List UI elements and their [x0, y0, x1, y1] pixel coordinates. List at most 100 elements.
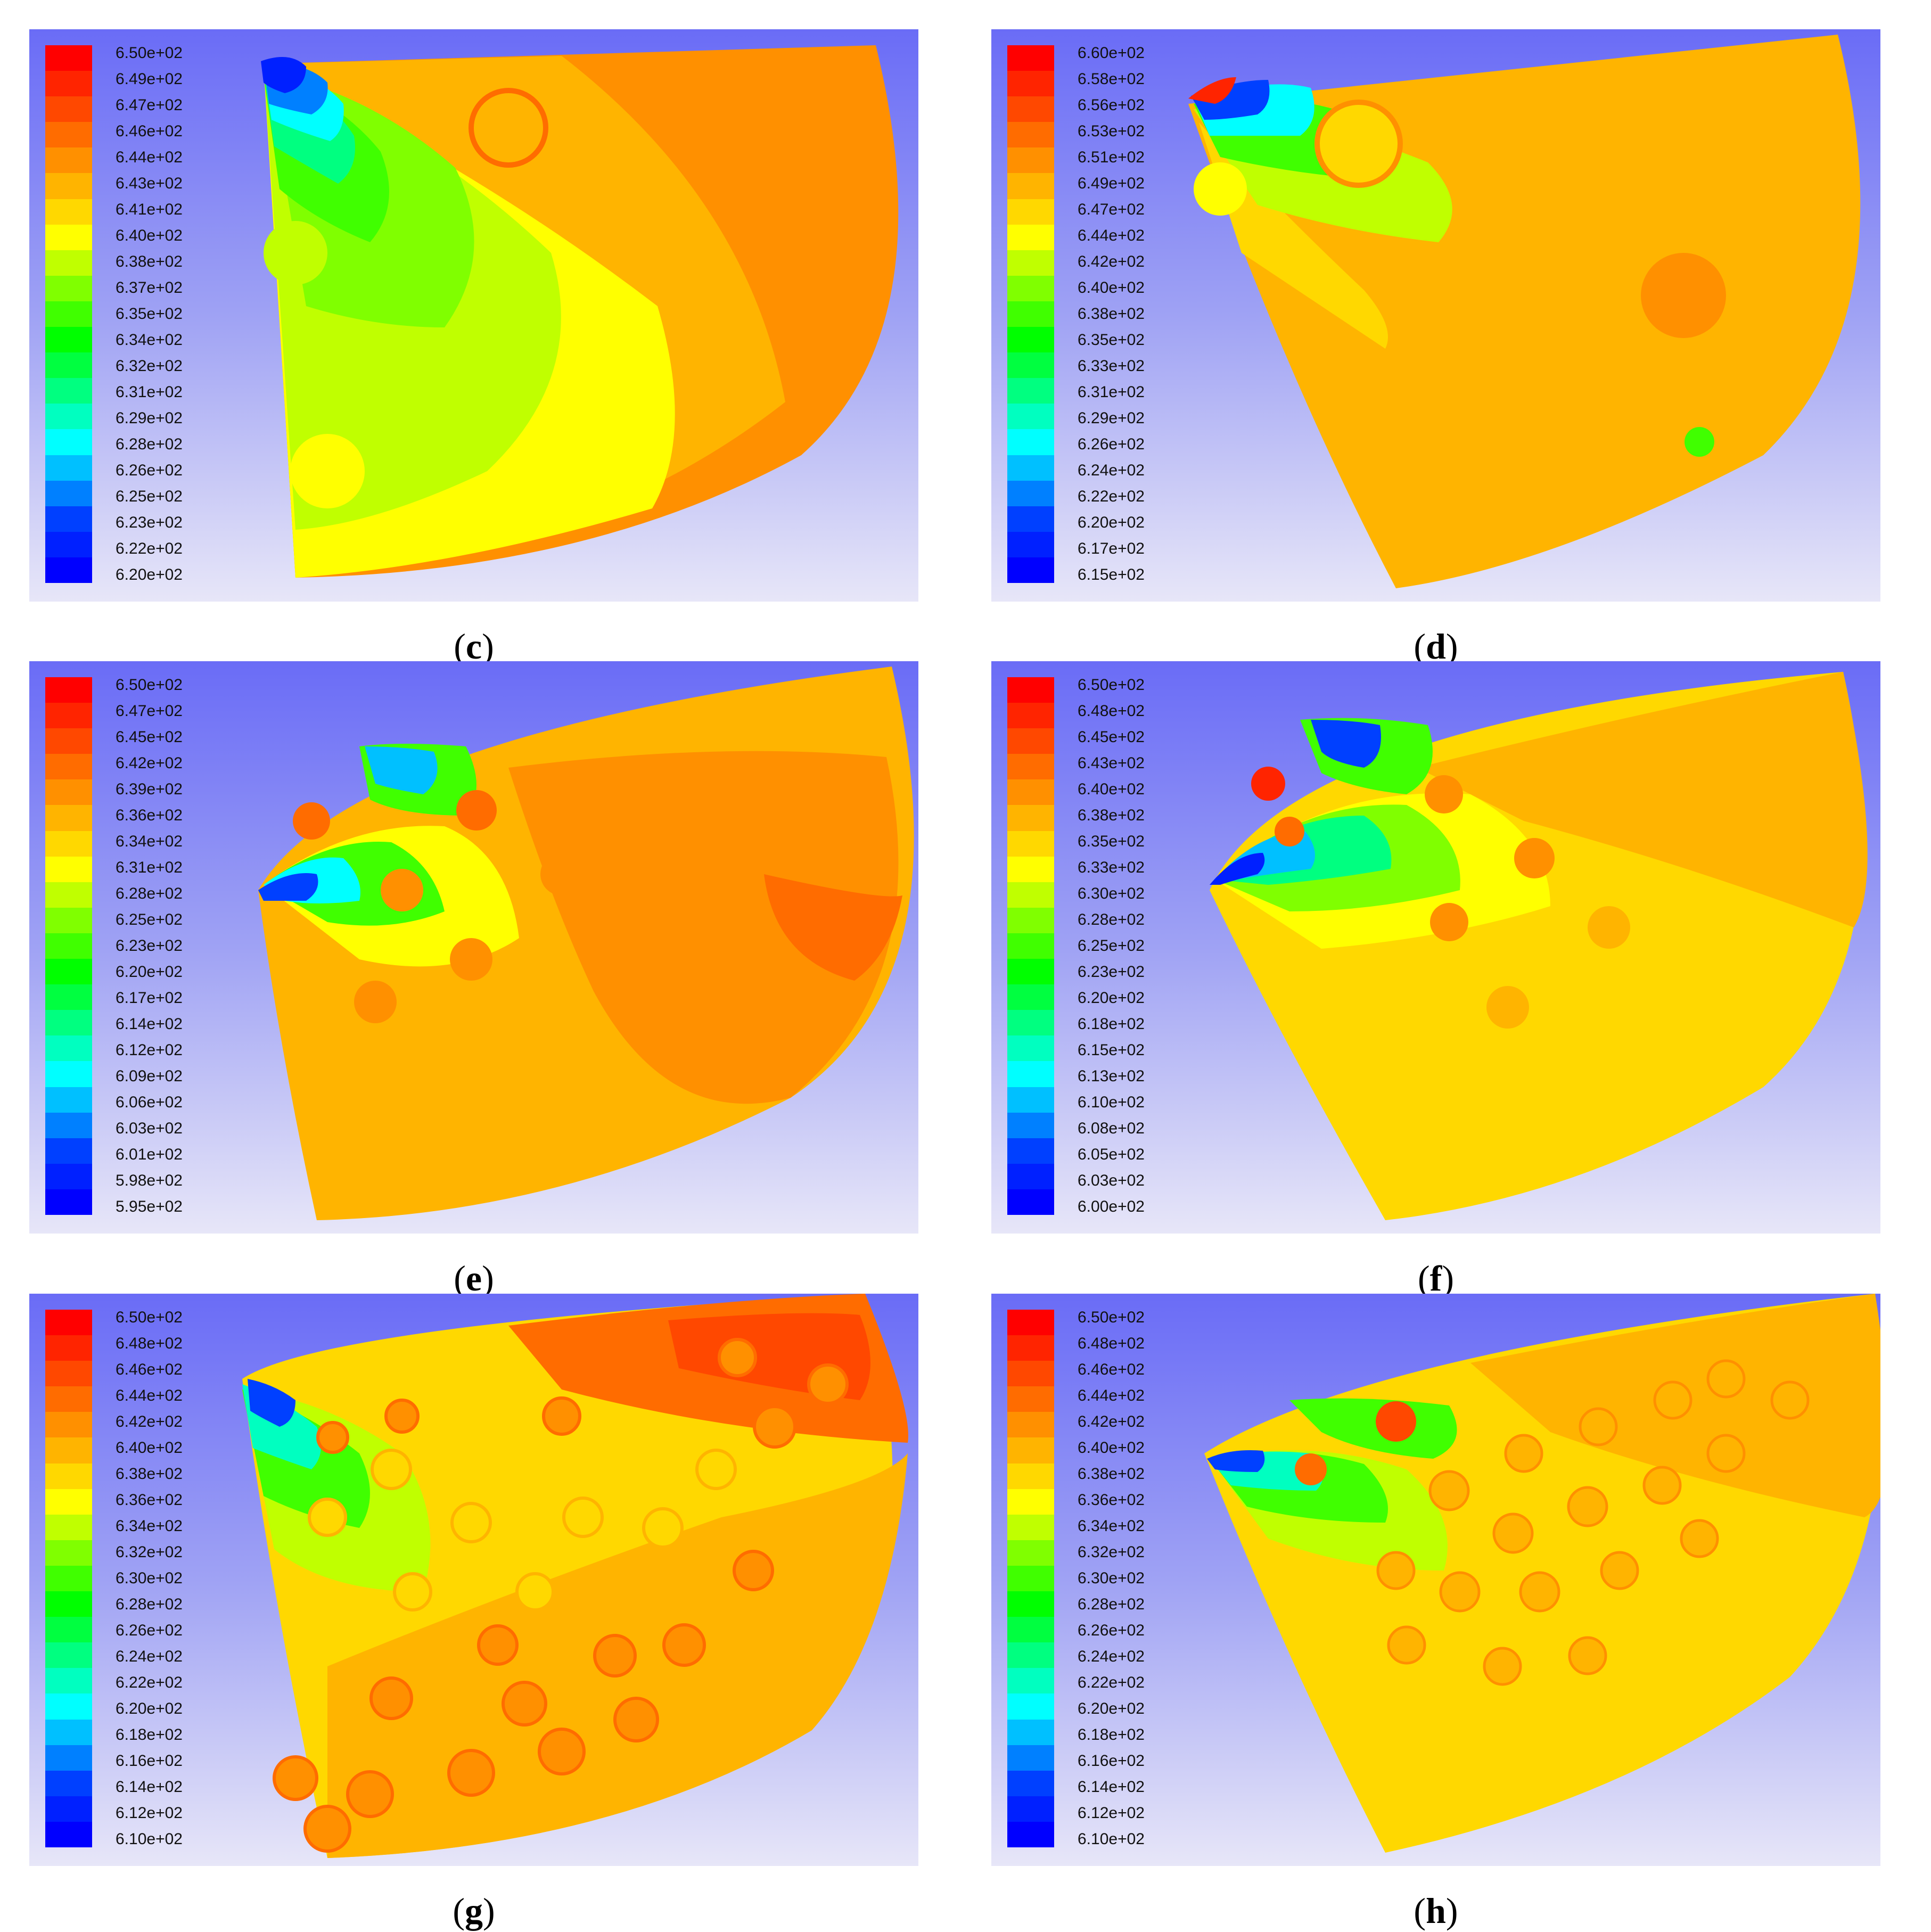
- colorbar-swatch: [45, 71, 92, 97]
- colorbar-swatch: [1007, 1087, 1054, 1113]
- caption-e: (e): [454, 1258, 494, 1298]
- colorbar-swatch: [1007, 959, 1054, 985]
- colorbar-swatch: [1007, 531, 1054, 557]
- colorbar-swatch: [1007, 1821, 1054, 1847]
- colorbar-g: 6.50e+02 6.48e+02 6.46e+02 6.44e+02 6.42e+02…: [45, 1310, 221, 1847]
- colorbar-swatch: [1007, 1412, 1054, 1438]
- colorbar-swatch: [1007, 1745, 1054, 1771]
- colorbar-swatch: [1007, 1386, 1054, 1412]
- colorbar-swatch: [1007, 455, 1054, 481]
- colorbar-swatch: [1007, 1463, 1054, 1489]
- colorbar-tick-label: 6.35e+02: [1078, 833, 1145, 850]
- colorbar-swatches-h: [1007, 1310, 1054, 1847]
- colorbar-tick-label: 6.25e+02: [1078, 937, 1145, 955]
- colorbar-swatch: [45, 506, 92, 532]
- colorbar-tick-label: 6.40e+02: [1078, 780, 1145, 798]
- colorbar-swatches-f: [1007, 677, 1054, 1215]
- colorbar-swatch: [1007, 1565, 1054, 1592]
- colorbar-swatch: [45, 96, 92, 122]
- colorbar-swatch: [45, 779, 92, 805]
- colorbar-swatch: [45, 378, 92, 404]
- colorbar-swatch: [45, 984, 92, 1010]
- colorbar-swatch: [1007, 1540, 1054, 1566]
- temperature-contour-g: [242, 1294, 908, 1858]
- colorbar-swatch: [45, 173, 92, 199]
- colorbar-swatch: [1007, 805, 1054, 831]
- caption-d: (d): [1414, 626, 1458, 667]
- colorbar-tick-label: 6.45e+02: [116, 728, 183, 746]
- colorbar-swatch: [45, 1489, 92, 1515]
- colorbar-swatch: [45, 1565, 92, 1592]
- colorbar-swatch: [45, 1770, 92, 1796]
- colorbar-swatch: [1007, 250, 1054, 276]
- colorbar-swatch: [1007, 1138, 1054, 1164]
- colorbar-swatch: [1007, 1668, 1054, 1694]
- colorbar-tick-label: 6.05e+02: [1078, 1146, 1145, 1163]
- colorbar-tick-label: 6.41e+02: [116, 201, 183, 218]
- colorbar-tick-label: 6.06e+02: [116, 1094, 183, 1111]
- colorbar-swatch: [45, 959, 92, 985]
- colorbar-swatch: [45, 1035, 92, 1062]
- colorbar-swatch: [45, 1668, 92, 1694]
- colorbar-swatch: [45, 1514, 92, 1540]
- colorbar-tick-label: 6.34e+02: [116, 331, 183, 349]
- colorbar-tick-label: 6.26e+02: [1078, 1622, 1145, 1639]
- colorbar-swatch: [1007, 404, 1054, 430]
- colorbar-swatch: [45, 1010, 92, 1036]
- colorbar-swatch: [1007, 224, 1054, 250]
- colorbar-tick-label: 6.03e+02: [116, 1120, 183, 1137]
- colorbar-tick-label: 6.47e+02: [116, 96, 183, 114]
- colorbar-swatch: [45, 147, 92, 174]
- colorbar-tick-label: 6.38e+02: [1078, 1465, 1145, 1483]
- colorbar-tick-label: 6.34e+02: [116, 1517, 183, 1535]
- colorbar-tick-label: 6.35e+02: [1078, 331, 1145, 349]
- colorbar-tick-label: 6.16e+02: [116, 1752, 183, 1770]
- colorbar-tick-label: 6.47e+02: [1078, 201, 1145, 218]
- colorbar-h: 6.50e+02 6.48e+02 6.46e+02 6.44e+02 6.42e+02…: [1007, 1310, 1183, 1847]
- colorbar-tick-label: 6.10e+02: [1078, 1094, 1145, 1111]
- colorbar-swatch: [45, 327, 92, 353]
- contour-plot-h: 6.50e+02 6.48e+02 6.46e+02 6.44e+02 6.42e+02…: [991, 1294, 1880, 1866]
- colorbar-tick-label: 6.31e+02: [116, 383, 183, 401]
- colorbar-swatch: [45, 1310, 92, 1336]
- colorbar-swatch: [1007, 1719, 1054, 1745]
- panel-c: 6.50e+02 6.49e+02 6.47e+02 6.46e+02 6.44e+02…: [29, 29, 918, 667]
- colorbar-swatch: [1007, 703, 1054, 729]
- colorbar-swatch: [1007, 45, 1054, 71]
- colorbar-tick-label: 6.40e+02: [116, 1439, 183, 1457]
- colorbar-swatch: [45, 1412, 92, 1438]
- colorbar-swatch: [45, 677, 92, 703]
- colorbar-swatch: [45, 250, 92, 276]
- colorbar-swatch: [1007, 1189, 1054, 1215]
- colorbar-swatch: [45, 1821, 92, 1847]
- colorbar-swatch: [1007, 506, 1054, 532]
- colorbar-swatch: [45, 1361, 92, 1387]
- colorbar-tick-label: 6.20e+02: [1078, 1700, 1145, 1717]
- colorbar-swatch: [1007, 831, 1054, 857]
- colorbar-tick-label: 6.42e+02: [1078, 1413, 1145, 1430]
- colorbar-tick-label: 6.38e+02: [1078, 807, 1145, 824]
- contour-plot-d: 6.60e+02 6.58e+02 6.56e+02 6.53e+02 6.51e+02…: [991, 29, 1880, 602]
- colorbar-swatch: [1007, 378, 1054, 404]
- colorbar-tick-label: 6.10e+02: [1078, 1830, 1145, 1848]
- colorbar-swatch: [1007, 1437, 1054, 1464]
- colorbar-swatch: [45, 1138, 92, 1164]
- colorbar-swatch: [1007, 147, 1054, 174]
- colorbar-swatch: [45, 557, 92, 583]
- colorbar-tick-label: 6.50e+02: [1078, 1309, 1145, 1326]
- colorbar-tick-label: 6.50e+02: [116, 1309, 183, 1326]
- colorbar-swatch: [1007, 71, 1054, 97]
- colorbar-swatch: [1007, 1770, 1054, 1796]
- colorbar-tick-label: 6.14e+02: [116, 1778, 183, 1796]
- colorbar-swatch: [45, 1719, 92, 1745]
- panel-d: 6.60e+02 6.58e+02 6.56e+02 6.53e+02 6.51e+02…: [991, 29, 1880, 667]
- colorbar-tick-label: 6.31e+02: [116, 859, 183, 876]
- colorbar-tick-label: 6.23e+02: [1078, 963, 1145, 981]
- colorbar-tick-label: 6.10e+02: [116, 1830, 183, 1848]
- colorbar-swatch: [1007, 301, 1054, 327]
- colorbar-tick-label: 6.46e+02: [1078, 1361, 1145, 1378]
- colorbar-swatches-c: [45, 45, 92, 583]
- colorbar-tick-label: 6.46e+02: [116, 122, 183, 140]
- colorbar-swatch: [1007, 480, 1054, 506]
- colorbar-tick-label: 6.15e+02: [1078, 1041, 1145, 1059]
